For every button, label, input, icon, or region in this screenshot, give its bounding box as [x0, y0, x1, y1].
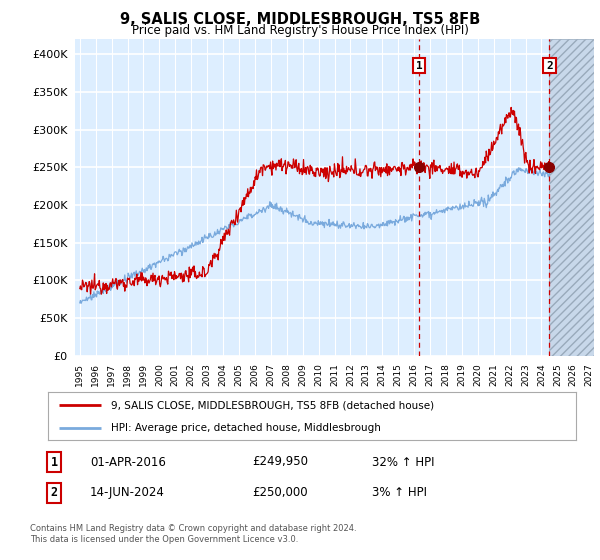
- Text: 9, SALIS CLOSE, MIDDLESBROUGH, TS5 8FB: 9, SALIS CLOSE, MIDDLESBROUGH, TS5 8FB: [120, 12, 480, 27]
- Text: 1: 1: [50, 455, 58, 469]
- Text: Price paid vs. HM Land Registry's House Price Index (HPI): Price paid vs. HM Land Registry's House …: [131, 24, 469, 36]
- Text: £250,000: £250,000: [252, 486, 308, 500]
- Text: 9, SALIS CLOSE, MIDDLESBROUGH, TS5 8FB (detached house): 9, SALIS CLOSE, MIDDLESBROUGH, TS5 8FB (…: [112, 400, 434, 410]
- Text: 01-APR-2016: 01-APR-2016: [90, 455, 166, 469]
- Text: 2: 2: [50, 486, 58, 500]
- Text: 1: 1: [416, 60, 422, 71]
- Text: 32% ↑ HPI: 32% ↑ HPI: [372, 455, 434, 469]
- Text: Contains HM Land Registry data © Crown copyright and database right 2024.
This d: Contains HM Land Registry data © Crown c…: [30, 524, 356, 544]
- Text: 14-JUN-2024: 14-JUN-2024: [90, 486, 165, 500]
- Text: HPI: Average price, detached house, Middlesbrough: HPI: Average price, detached house, Midd…: [112, 423, 381, 433]
- Bar: [550, 39, 597, 356]
- Text: £249,950: £249,950: [252, 455, 308, 469]
- Text: 2: 2: [546, 60, 553, 71]
- Text: 3% ↑ HPI: 3% ↑ HPI: [372, 486, 427, 500]
